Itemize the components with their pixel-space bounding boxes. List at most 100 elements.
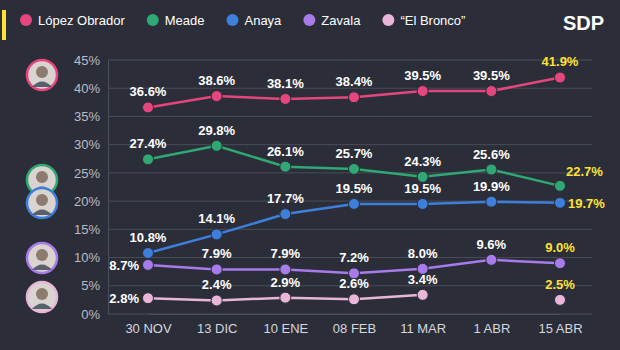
series-point xyxy=(211,264,222,275)
y-tick: 45% xyxy=(74,53,108,68)
photo-body xyxy=(32,82,52,88)
y-tick-label: 35% xyxy=(74,109,100,124)
y-tick: 15% xyxy=(74,222,108,237)
x-tick-label: 1 ABR xyxy=(473,321,510,336)
data-label: 38.1% xyxy=(267,76,304,91)
series-point xyxy=(280,264,291,275)
grid xyxy=(108,60,592,314)
data-label: 10.8% xyxy=(130,230,167,245)
data-label: 2.5% xyxy=(545,277,575,292)
candidate-photo xyxy=(27,188,57,218)
legend-marker xyxy=(226,14,238,26)
series-point xyxy=(486,86,497,97)
chart: 0%5%10%15%20%25%30%35%40%45%30 NOV13 DIC… xyxy=(0,0,620,350)
legend: López ObradorMeadeAnayaZavala“El Bronco” xyxy=(20,13,465,28)
series-point xyxy=(349,163,360,174)
y-axis: 0%5%10%15%20%25%30%35%40%45% xyxy=(74,53,109,322)
series-point xyxy=(555,294,566,305)
y-tick: 25% xyxy=(74,166,108,181)
data-label: 38.4% xyxy=(336,74,373,89)
y-tick-label: 30% xyxy=(74,137,100,152)
y-tick-label: 15% xyxy=(74,222,100,237)
data-label: 9.0% xyxy=(545,240,575,255)
x-tick: 10 ENE xyxy=(263,314,308,336)
photo-frame xyxy=(27,243,57,273)
data-label: 9.6% xyxy=(477,237,507,252)
x-tick: 1 ABR xyxy=(473,314,510,336)
data-label: 8.7% xyxy=(109,258,139,273)
grid-line xyxy=(108,116,592,117)
data-label: 14.1% xyxy=(198,211,235,226)
series-point xyxy=(555,72,566,83)
series-point xyxy=(555,180,566,191)
legend-label: “El Bronco” xyxy=(400,13,465,28)
series-point xyxy=(486,164,497,175)
data-label: 39.5% xyxy=(404,68,441,83)
y-tick: 30% xyxy=(74,137,108,152)
photo-head xyxy=(36,66,48,78)
series-point xyxy=(280,209,291,220)
x-tick-label: 08 FEB xyxy=(333,321,376,336)
candidate-photo xyxy=(27,243,57,273)
series-point xyxy=(349,198,360,209)
photo-frame xyxy=(27,282,57,312)
y-tick: 35% xyxy=(74,109,108,124)
series-point xyxy=(280,161,291,172)
grid-line xyxy=(108,229,592,230)
data-label: 41.9% xyxy=(542,54,579,69)
series-point xyxy=(486,196,497,207)
x-axis-line xyxy=(149,314,561,315)
series-point xyxy=(143,102,154,113)
series-point xyxy=(555,258,566,269)
data-label: 7.2% xyxy=(339,250,369,265)
x-tick: 11 MAR xyxy=(400,314,446,336)
y-axis-line xyxy=(108,61,109,315)
photo-head xyxy=(36,288,48,300)
data-label: 19.5% xyxy=(404,181,441,196)
x-tick-label: 11 MAR xyxy=(400,321,446,336)
y-tick: 40% xyxy=(74,81,108,96)
data-label: 8.0% xyxy=(408,246,438,261)
series-point xyxy=(349,294,360,305)
legend-label: Zavala xyxy=(321,13,361,28)
data-label: 7.9% xyxy=(202,246,232,261)
series-point xyxy=(280,93,291,104)
data-label: 7.9% xyxy=(271,246,301,261)
series-point xyxy=(211,140,222,151)
x-tick: 13 DIC xyxy=(197,314,237,336)
y-tick: 5% xyxy=(81,278,108,293)
logo: SDP xyxy=(563,12,604,34)
x-tick: 08 FEB xyxy=(333,314,376,336)
series-point xyxy=(211,91,222,102)
x-axis: 30 NOV 13 DIC 10 ENE 08 FEB 11 MAR 1 ABR 15 AB… xyxy=(125,314,582,336)
series-point xyxy=(143,248,154,259)
data-label: 25.7% xyxy=(336,146,373,161)
background xyxy=(0,0,620,350)
legend-marker xyxy=(303,14,315,26)
y-tick: 0% xyxy=(81,307,108,322)
data-label: 26.1% xyxy=(267,144,304,159)
series-point xyxy=(143,154,154,165)
photo-head xyxy=(36,171,48,183)
legend-marker xyxy=(147,14,159,26)
photo-body xyxy=(32,265,52,271)
legend-item: Anaya xyxy=(226,13,282,28)
data-label: 2.9% xyxy=(271,275,301,290)
y-tick-label: 45% xyxy=(74,53,100,68)
series-point xyxy=(211,295,222,306)
x-tick: 30 NOV xyxy=(125,314,172,336)
x-tick: 15 ABR xyxy=(538,314,582,336)
grid-line xyxy=(108,60,592,61)
legend-item: “El Bronco” xyxy=(382,13,465,28)
data-label: 25.6% xyxy=(473,147,510,162)
x-tick-label: 13 DIC xyxy=(197,321,237,336)
series-point xyxy=(143,293,154,304)
legend-marker xyxy=(20,14,32,26)
series-point xyxy=(417,289,428,300)
candidate-photo xyxy=(27,60,57,90)
y-tick-label: 0% xyxy=(81,307,100,322)
data-label: 19.5% xyxy=(336,181,373,196)
data-label: 3.4% xyxy=(408,272,438,287)
candidate-photo xyxy=(27,282,57,312)
y-tick-label: 10% xyxy=(74,250,100,265)
